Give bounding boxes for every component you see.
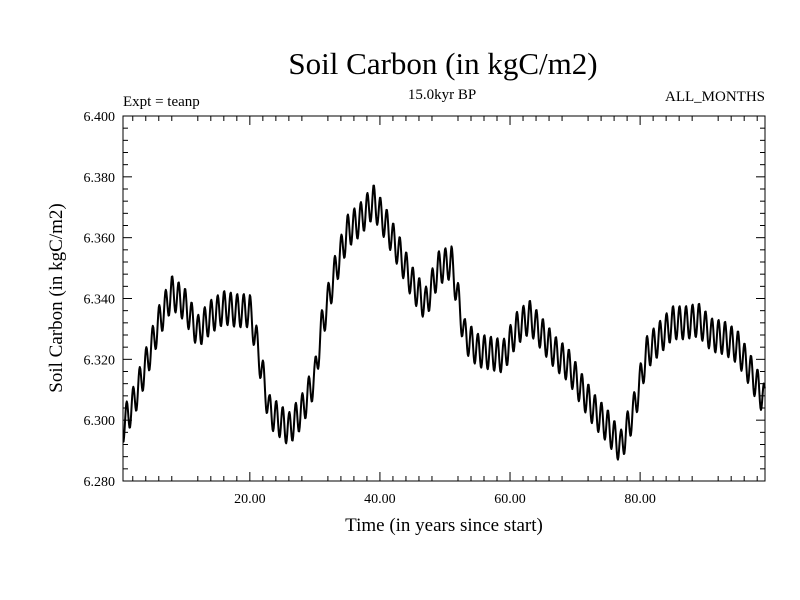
x-axis-ticks: 20.00 40.00 60.00 80.00: [132, 116, 758, 507]
plot-frame: [122, 115, 766, 482]
y-tick-label: 6.400: [84, 110, 116, 125]
x-tick-label: 20.00: [234, 492, 266, 507]
y-tick-label: 6.380: [84, 171, 116, 186]
y-tick-label: 6.280: [84, 475, 116, 490]
x-tick-label: 80.00: [624, 492, 656, 507]
months-label: ALL_MONTHS: [665, 89, 765, 105]
x-axis-label: Time (in years since start): [345, 515, 543, 536]
chart-title: Soil Carbon (in kgC/m2): [288, 46, 597, 81]
y-tick-label: 6.360: [84, 232, 116, 247]
chart-subtitle: 15.0kyr BP: [408, 87, 476, 103]
y-tick-label: 6.300: [84, 414, 116, 429]
y-tick-label: 6.340: [84, 293, 116, 308]
soil-carbon-series-line: [122, 184, 766, 461]
x-tick-label: 60.00: [494, 492, 526, 507]
experiment-label: Expt = teanp: [123, 94, 200, 110]
y-tick-label: 6.320: [84, 353, 116, 368]
y-axis-label: Soil Carbon (in kgC/m2): [46, 203, 67, 392]
x-tick-label: 40.00: [364, 492, 396, 507]
